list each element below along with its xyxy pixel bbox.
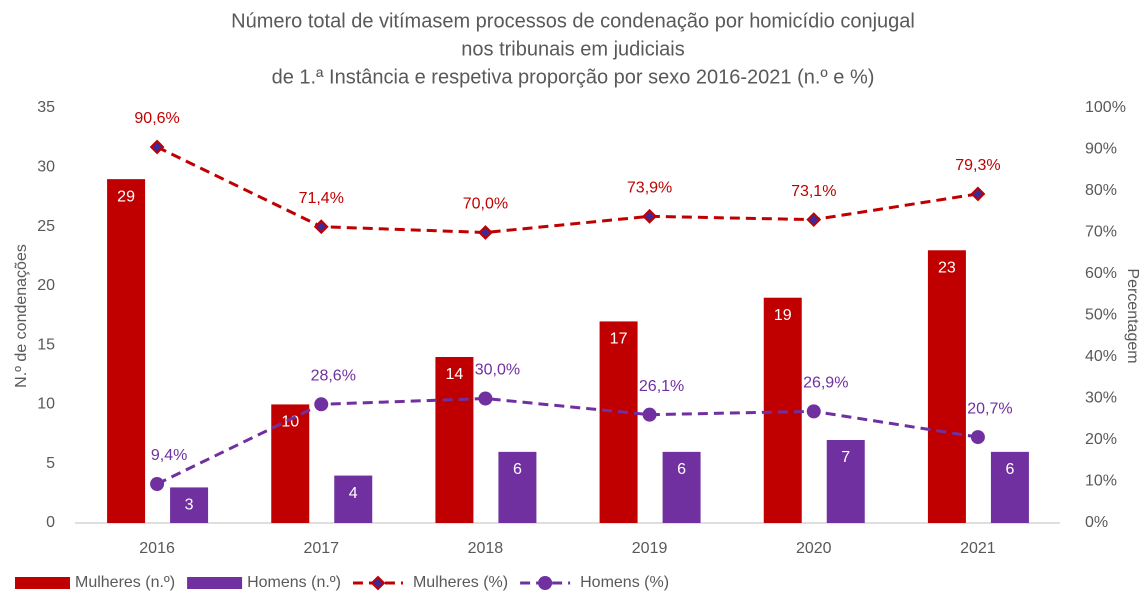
- y2-tick-label: 60%: [1085, 265, 1117, 282]
- legend-swatch: [187, 577, 243, 589]
- data-label: 9,4%: [151, 447, 187, 464]
- y2-tick-label: 70%: [1085, 224, 1117, 241]
- y-tick-label: 35: [37, 99, 55, 116]
- legend-label: Mulheres (%): [413, 574, 508, 591]
- x-tick-label: 2019: [632, 540, 668, 557]
- chart-title: nos tribunais em judiciais: [461, 38, 684, 60]
- bar: [107, 179, 146, 523]
- data-label: 29: [117, 188, 135, 205]
- data-label: 17: [610, 331, 628, 348]
- y2-tick-label: 90%: [1085, 141, 1117, 158]
- data-label: 70,0%: [463, 196, 508, 213]
- y2-tick-label: 0%: [1085, 514, 1108, 531]
- data-label: 10: [281, 414, 299, 431]
- marker: [970, 430, 985, 445]
- bar: [599, 321, 638, 523]
- y2-tick-label: 50%: [1085, 307, 1117, 324]
- x-tick-label: 2016: [139, 540, 175, 557]
- marker: [314, 397, 329, 412]
- y-tick-label: 5: [46, 455, 55, 472]
- x-tick-label: 2021: [960, 540, 996, 557]
- marker: [642, 407, 657, 422]
- bar: [826, 440, 865, 523]
- data-label: 28,6%: [311, 368, 356, 385]
- x-tick-label: 2017: [303, 540, 339, 557]
- data-label: 90,6%: [134, 110, 179, 127]
- chart-title: Número total de vitímasem processos de c…: [231, 10, 915, 32]
- legend-swatch: [15, 577, 70, 589]
- data-label: 3: [185, 497, 194, 514]
- y2-tick-label: 10%: [1085, 473, 1117, 490]
- data-label: 71,4%: [299, 190, 344, 207]
- data-label: 4: [349, 485, 358, 502]
- legend-label: Homens (n.º): [247, 574, 341, 591]
- marker: [806, 212, 822, 228]
- bar: [662, 451, 701, 523]
- y-tick-label: 25: [37, 218, 55, 235]
- y2-axis-label: Percentagem: [1124, 268, 1141, 363]
- line: [156, 145, 979, 235]
- y-tick-label: 30: [37, 159, 55, 176]
- marker: [149, 139, 165, 155]
- marker: [806, 404, 821, 419]
- x-tick-label: 2020: [796, 540, 832, 557]
- marker: [150, 476, 165, 491]
- x-tick-label: 2018: [468, 540, 504, 557]
- y2-tick-label: 80%: [1085, 182, 1117, 199]
- y-tick-label: 20: [37, 277, 55, 294]
- data-label: 23: [938, 260, 956, 277]
- marker: [478, 225, 493, 240]
- legend-marker: [538, 576, 553, 590]
- marker: [313, 219, 329, 235]
- legend-label: Homens (%): [580, 574, 669, 591]
- marker: [478, 391, 493, 406]
- data-label: 14: [446, 366, 464, 383]
- data-label: 79,3%: [955, 157, 1000, 174]
- data-label: 26,9%: [803, 375, 848, 392]
- bar: [435, 357, 474, 523]
- data-label: 7: [841, 449, 850, 466]
- bar: [334, 475, 373, 523]
- bar: [170, 487, 209, 523]
- marker: [970, 186, 986, 202]
- y2-tick-label: 20%: [1085, 431, 1117, 448]
- y-axis-label: N.º de condenações: [13, 244, 30, 388]
- data-label: 6: [1005, 461, 1014, 478]
- y-tick-label: 0: [46, 514, 55, 531]
- data-label: 26,1%: [639, 378, 684, 395]
- data-label: 20,7%: [967, 400, 1012, 417]
- data-label: 6: [513, 461, 522, 478]
- bar: [990, 451, 1029, 523]
- data-label: 30,0%: [475, 362, 520, 379]
- data-label: 73,9%: [627, 180, 672, 197]
- line: [156, 396, 979, 486]
- data-label: 6: [677, 461, 686, 478]
- y2-tick-label: 30%: [1085, 390, 1117, 407]
- legend-marker: [370, 575, 386, 591]
- bar: [927, 250, 966, 524]
- data-label: 19: [774, 307, 792, 324]
- chart-title: de 1.ª Instância e respetiva proporção p…: [272, 66, 875, 88]
- marker: [642, 208, 657, 224]
- bar: [498, 451, 537, 523]
- y2-tick-label: 100%: [1085, 99, 1126, 116]
- y-tick-label: 15: [37, 336, 55, 353]
- y2-tick-label: 40%: [1085, 348, 1117, 365]
- legend-label: Mulheres (n.º): [75, 574, 175, 591]
- y-tick-label: 10: [37, 396, 55, 413]
- data-label: 73,1%: [791, 183, 836, 200]
